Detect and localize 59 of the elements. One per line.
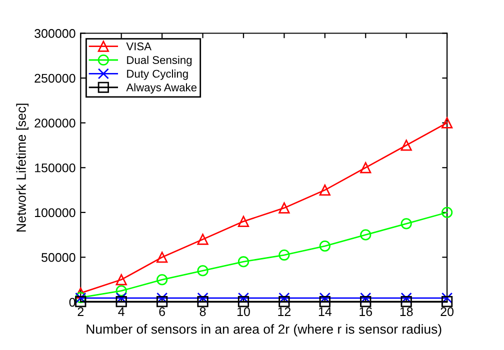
x-tick-label: 18 xyxy=(400,307,413,316)
point xyxy=(278,202,290,214)
point xyxy=(197,296,208,308)
x-tick-label: 10 xyxy=(237,307,250,316)
y-tick-label: 300000 xyxy=(34,29,76,38)
x-tick-label: 20 xyxy=(440,307,454,316)
x-axis-title: Number of sensors in an area of 2r (where r is sensor radius) xyxy=(86,324,442,336)
point xyxy=(156,296,168,308)
point xyxy=(360,162,372,174)
point xyxy=(278,296,290,308)
y-tick-label: 250000 xyxy=(34,74,76,83)
legend-label: Duty Cycling xyxy=(127,70,188,80)
legend-label: Dual Sensing xyxy=(127,56,192,66)
point xyxy=(75,296,86,308)
point xyxy=(441,117,453,128)
point xyxy=(319,296,330,308)
point xyxy=(156,292,168,304)
x-tick-label: 4 xyxy=(118,307,124,316)
point xyxy=(319,184,330,196)
point xyxy=(238,256,250,268)
x-tick-label: 14 xyxy=(318,307,332,316)
x-tick-label: 16 xyxy=(360,307,372,316)
point xyxy=(400,218,412,230)
point xyxy=(278,292,290,304)
x-tick-label: 12 xyxy=(278,307,291,316)
point xyxy=(400,140,412,151)
point xyxy=(156,274,168,286)
point xyxy=(197,292,208,304)
y-tick-label: 50000 xyxy=(42,253,76,262)
point xyxy=(116,292,127,304)
y-tick-label: 200000 xyxy=(34,118,76,128)
legend-label: VISA xyxy=(126,42,152,50)
point xyxy=(116,274,127,286)
point xyxy=(441,206,453,218)
point xyxy=(441,296,453,308)
point xyxy=(238,296,250,308)
y-tick-label: 100000 xyxy=(35,208,76,218)
point xyxy=(116,285,127,296)
point xyxy=(319,240,330,252)
point xyxy=(400,292,412,304)
point xyxy=(156,252,168,263)
point xyxy=(360,292,372,304)
y-tick-label: 150000 xyxy=(35,163,76,172)
point xyxy=(278,249,290,261)
legend-label: Always Awake xyxy=(126,83,197,94)
point xyxy=(116,296,127,308)
x-tick-label: 2 xyxy=(78,307,84,316)
point xyxy=(360,229,372,240)
point xyxy=(238,292,250,304)
x-tick-label: 8 xyxy=(200,307,206,316)
point xyxy=(441,292,453,304)
point xyxy=(197,234,208,245)
point xyxy=(360,296,372,308)
point xyxy=(319,292,330,304)
x-tick-label: 6 xyxy=(159,307,165,316)
point xyxy=(197,265,208,276)
y-axis-title: Network Lifetime [sec] xyxy=(16,104,29,232)
point xyxy=(400,296,412,308)
point xyxy=(238,216,250,227)
